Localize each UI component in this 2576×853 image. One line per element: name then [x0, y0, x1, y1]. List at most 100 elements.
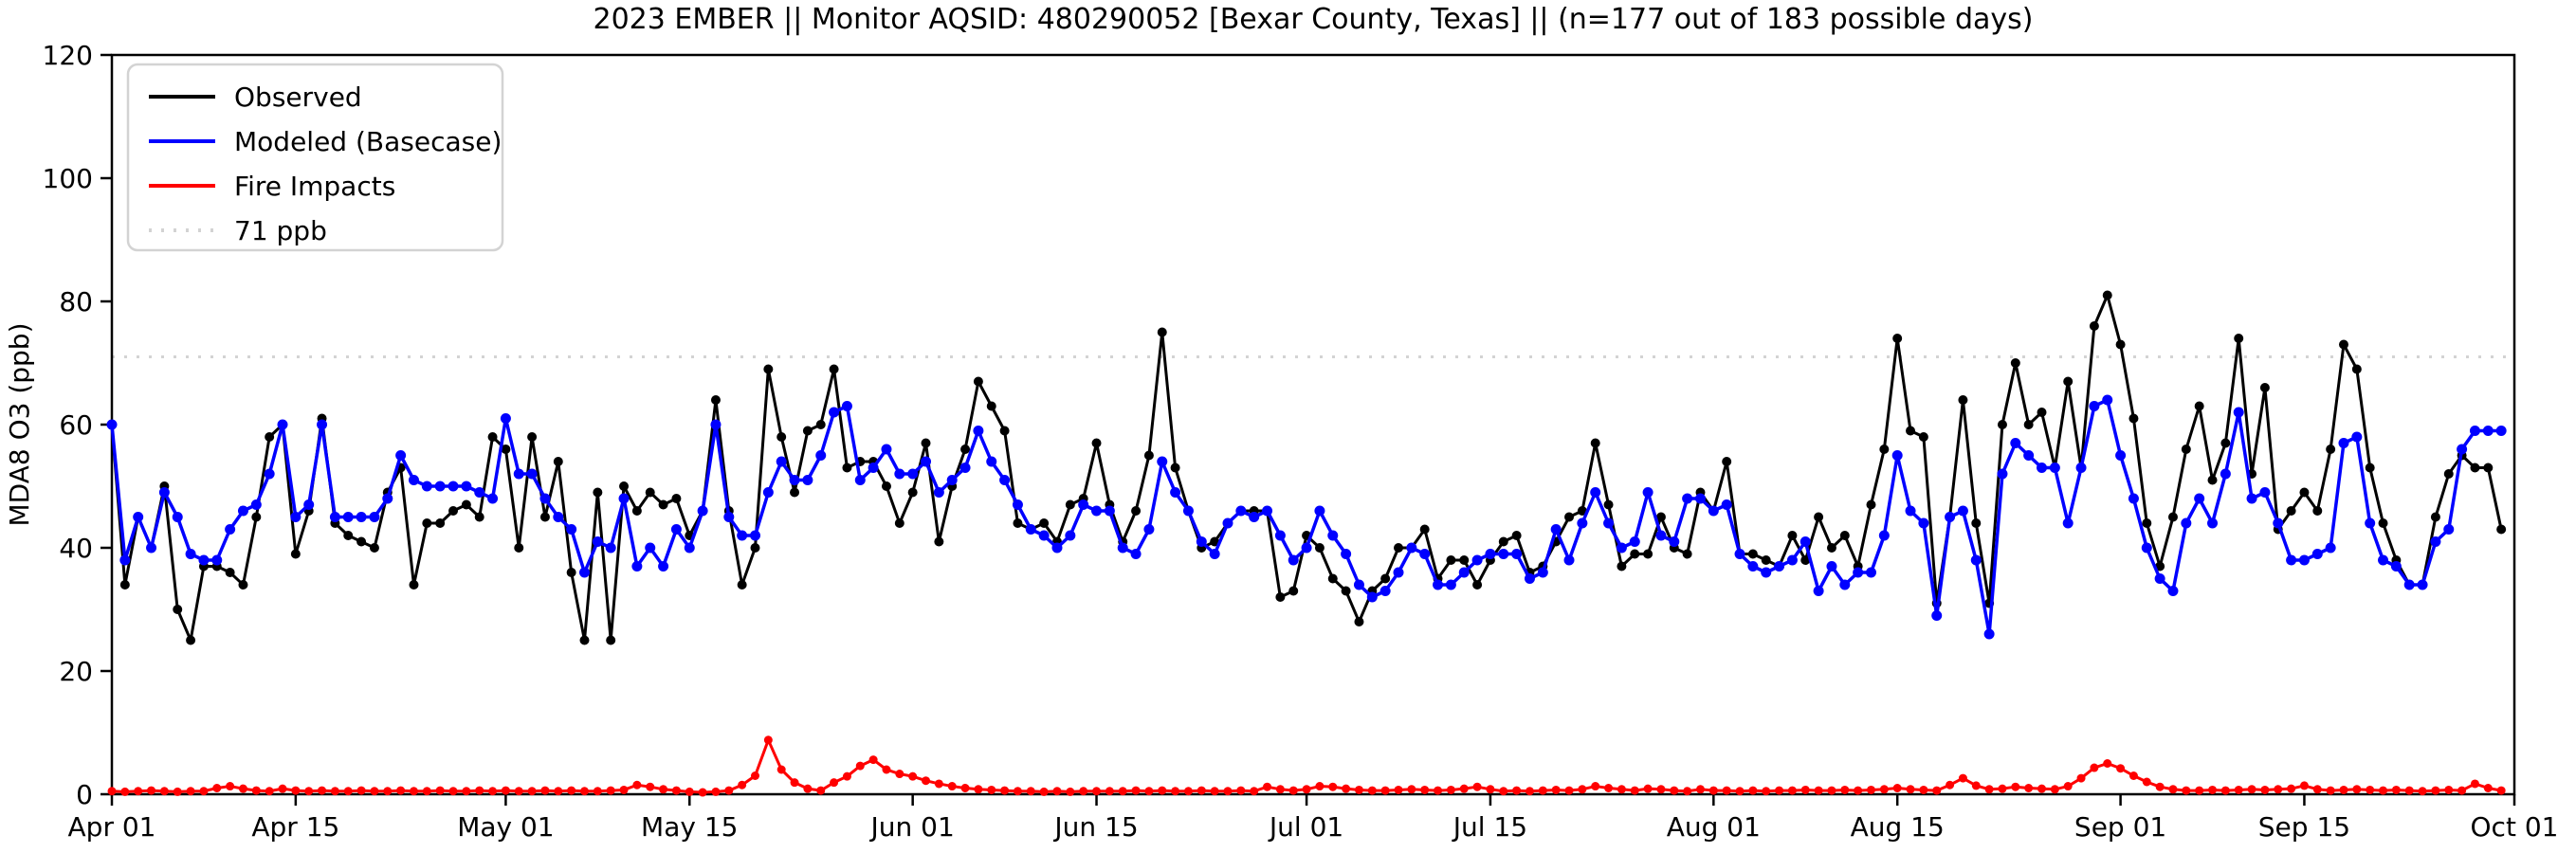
data-point-marker — [119, 580, 130, 590]
data-point-marker — [1839, 531, 1850, 540]
data-point-marker — [1918, 432, 1928, 442]
data-point-marker — [2482, 426, 2494, 436]
data-point-marker — [2090, 763, 2099, 772]
data-point-marker — [1420, 785, 1430, 794]
data-point-marker — [1458, 567, 1470, 578]
data-point-marker — [1617, 785, 1626, 794]
data-point-marker — [199, 787, 209, 796]
data-point-marker — [790, 778, 799, 788]
data-point-marker — [1486, 785, 1495, 794]
data-point-marker — [1472, 782, 1482, 791]
data-point-marker — [1066, 787, 1075, 796]
data-point-marker — [2208, 785, 2218, 794]
data-point-marker — [671, 494, 682, 503]
data-point-marker — [816, 786, 826, 795]
data-point-marker — [553, 457, 563, 466]
data-point-marker — [1946, 780, 1955, 789]
data-point-marker — [211, 554, 223, 566]
data-point-marker — [2063, 782, 2073, 791]
data-point-marker — [2379, 786, 2388, 795]
data-point-marker — [921, 438, 931, 448]
x-tick-label: Jul 15 — [1452, 811, 1527, 843]
data-point-marker — [2116, 764, 2126, 773]
data-point-marker — [212, 784, 222, 792]
data-point-marker — [448, 787, 458, 796]
x-tick-label: Sep 01 — [2074, 811, 2166, 843]
data-point-marker — [2128, 493, 2139, 504]
data-point-marker — [1288, 554, 1299, 566]
data-point-marker — [2299, 487, 2310, 498]
data-point-marker — [1249, 512, 1260, 522]
data-point-marker — [1446, 555, 1456, 565]
data-point-marker — [527, 432, 538, 442]
data-point-marker — [2063, 376, 2074, 387]
data-point-marker — [1104, 505, 1115, 517]
data-point-marker — [461, 499, 471, 510]
data-point-marker — [435, 518, 446, 528]
data-point-marker — [1274, 530, 1286, 541]
data-point-marker — [1695, 785, 1705, 794]
data-point-marker — [2011, 782, 2020, 791]
data-point-marker — [2352, 785, 2362, 794]
data-point-marker — [933, 487, 944, 498]
data-point-marker — [1655, 512, 1666, 522]
data-point-marker — [1144, 787, 1154, 796]
data-point-marker — [1170, 463, 1180, 473]
data-point-marker — [1394, 543, 1404, 553]
data-point-marker — [750, 543, 760, 553]
data-point-marker — [396, 786, 406, 795]
data-point-marker — [1590, 438, 1600, 448]
data-point-marker — [685, 787, 694, 796]
data-point-marker — [172, 512, 183, 522]
chart-title: 2023 EMBER || Monitor AQSID: 480290052 [… — [593, 3, 2033, 36]
data-point-marker — [1919, 785, 1928, 794]
data-point-marker — [1038, 530, 1050, 541]
y-axis-label: MDA8 O3 (ppb) — [4, 322, 35, 526]
data-point-marker — [2366, 785, 2375, 794]
data-point-marker — [2141, 542, 2152, 554]
data-point-marker — [2299, 781, 2309, 790]
data-point-marker — [501, 445, 511, 454]
data-point-marker — [2167, 586, 2179, 596]
data-point-marker — [1275, 785, 1285, 794]
plot-area: 0 20 40 60 80 100 120 Apr 01 Apr 15 May 01 May 15 J… — [43, 40, 2559, 843]
data-point-marker — [225, 568, 235, 577]
data-point-marker — [724, 786, 734, 795]
data-point-marker — [1511, 531, 1522, 540]
data-point-marker — [290, 549, 301, 559]
data-point-marker — [2404, 786, 2414, 795]
data-point-marker — [1314, 543, 1325, 553]
data-point-marker — [2102, 290, 2112, 300]
data-point-marker — [1209, 549, 1220, 559]
data-point-marker — [2260, 785, 2270, 794]
data-point-marker — [1026, 787, 1035, 796]
data-point-marker — [1786, 554, 1798, 566]
data-point-marker — [553, 512, 564, 522]
data-point-marker — [2154, 573, 2165, 584]
data-point-marker — [619, 785, 629, 794]
y-tick-label: 40 — [59, 533, 93, 564]
data-point-marker — [448, 481, 459, 492]
data-point-marker — [1905, 505, 1916, 517]
data-point-marker — [356, 536, 367, 547]
data-point-marker — [238, 784, 247, 793]
data-point-marker — [1446, 785, 1455, 794]
data-point-marker — [2234, 785, 2243, 794]
data-point-marker — [802, 475, 813, 485]
data-point-marker — [1013, 518, 1023, 528]
data-point-marker — [1892, 334, 1903, 343]
data-point-marker — [1853, 567, 1864, 578]
data-point-marker — [514, 787, 523, 796]
data-point-marker — [646, 782, 655, 791]
data-point-marker — [2233, 407, 2244, 418]
data-point-marker — [1079, 787, 1088, 796]
data-point-marker — [1643, 784, 1653, 793]
data-point-marker — [1616, 542, 1627, 554]
data-point-marker — [1157, 456, 1168, 467]
data-point-marker — [251, 786, 261, 795]
data-point-marker — [1525, 787, 1534, 796]
data-point-marker — [409, 580, 419, 590]
data-point-marker — [894, 468, 905, 480]
data-point-marker — [487, 432, 498, 442]
data-point-marker — [1958, 773, 1967, 783]
